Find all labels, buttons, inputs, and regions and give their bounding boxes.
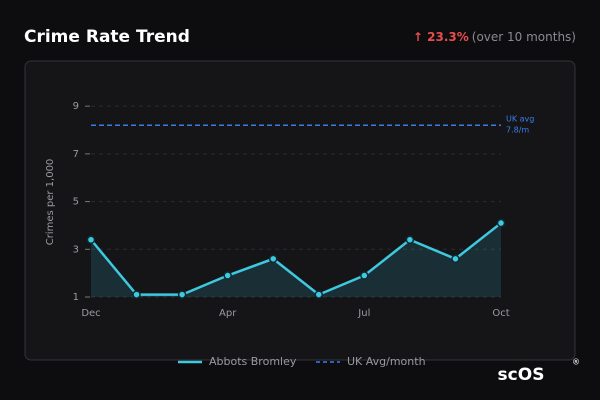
annotation: UK avg [506, 115, 534, 124]
x-tick-label: Apr [219, 308, 237, 319]
y-tick-label: 5 [73, 197, 79, 208]
card [24, 60, 576, 361]
logo-mark: ® [572, 358, 580, 367]
change-note: (over 10 months) [472, 30, 576, 44]
change-value: ↑ 23.3% [413, 30, 469, 44]
marker [268, 254, 278, 264]
y-tick-label: 7 [73, 149, 79, 160]
legend-label: UK Avg/month [347, 355, 426, 368]
line [90, 222, 502, 296]
marker [360, 271, 369, 280]
marker [496, 218, 506, 228]
y-tick-label: 3 [73, 244, 79, 255]
logo: scOS [498, 365, 545, 385]
marker [451, 254, 460, 264]
annotation: 7.8/m [506, 126, 529, 135]
marker [86, 235, 96, 244]
marker [405, 235, 415, 244]
marker [177, 290, 187, 299]
chart-title: Crime Rate Trend [24, 27, 190, 47]
x-tick-label: Oct [492, 308, 509, 319]
marker [314, 290, 324, 299]
area [91, 223, 501, 297]
marker [223, 271, 232, 280]
x-tick-label: Jul [357, 308, 370, 319]
legend-label: Abbots Bromley [209, 355, 297, 368]
x-tick-label: Dec [81, 308, 100, 319]
y-tick-label: 1 [73, 292, 79, 303]
y-tick-label: 9 [73, 101, 79, 112]
marker [132, 290, 141, 299]
y-axis-label: Crimes per 1,000 [45, 159, 56, 246]
change-summary: ↑ 23.3% (over 10 months) [413, 30, 576, 44]
